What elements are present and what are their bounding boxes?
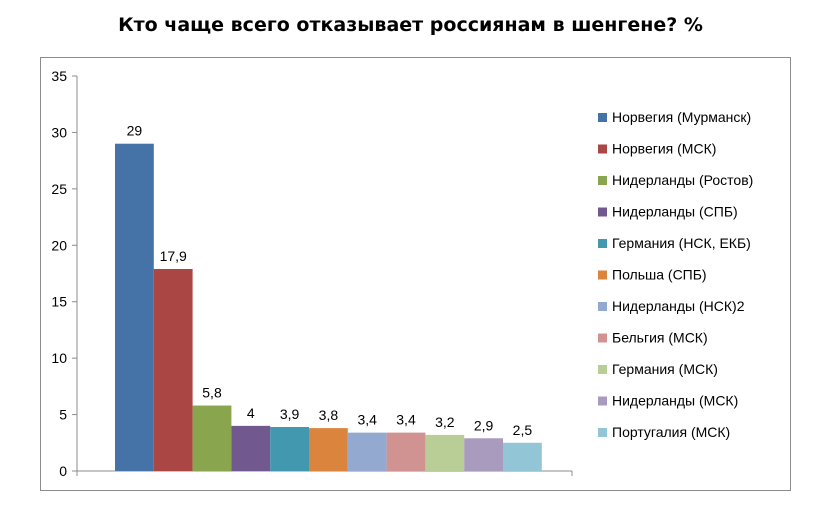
legend-entry: Германия (НСК, ЕКБ) [612,235,751,251]
chart-title: Кто чаще всего отказывает россиянам в ше… [118,14,703,36]
legend-swatch [598,396,607,406]
legend-entry: Германия (МСК) [612,361,718,377]
bar [503,442,542,471]
data-label: 17,9 [160,248,187,264]
legend-entry: Нидерланды (НСК)2 [612,298,745,314]
data-label: 5,8 [202,385,222,401]
y-tick-label: 5 [59,407,67,423]
chart-frame [40,57,791,491]
data-label: 2,9 [474,417,494,433]
legend-entry: Норвегия (Мурманск) [612,109,751,125]
bar [386,432,426,471]
y-tick-label: 30 [51,124,67,140]
y-tick-label: 25 [51,181,67,197]
data-label: 2,5 [513,422,533,438]
bar [115,143,154,471]
bar [347,432,387,471]
legend-swatch [598,270,607,280]
y-tick-label: 20 [51,237,67,253]
legend-swatch [598,176,607,185]
legend-entry: Португалия (МСК) [612,424,730,440]
legend-swatch [598,207,607,217]
legend-entry: Нидерланды (СПБ) [612,204,738,220]
bar [464,438,503,471]
y-tick-label: 15 [51,294,67,310]
legend-entry: Нидерланды (МСК) [612,393,738,409]
legend-entry: Польша (СПБ) [612,267,707,283]
y-tick-label: 0 [59,463,67,479]
bar [270,426,309,471]
data-label: 3,8 [319,407,339,423]
legend-entry: Норвегия (МСК) [612,141,716,157]
data-label: 29 [127,123,143,139]
bar [309,428,348,471]
legend-swatch [598,333,607,343]
legend-swatch [598,428,607,437]
data-label: 3,4 [396,412,416,428]
legend-swatch [598,144,607,154]
bar [231,425,271,471]
data-label: 3,2 [435,414,455,430]
data-label: 3,4 [357,412,377,428]
data-label: 3,9 [280,406,300,422]
legend-swatch [598,365,607,374]
legend-swatch [598,113,607,122]
y-tick-label: 10 [51,350,67,366]
legend-swatch [598,302,607,311]
legend-entry: Нидерланды (Ростов) [612,172,753,188]
legend: Норвегия (Мурманск) Норвегия (МСК) Нидерла… [598,109,753,440]
legend-swatch [598,239,607,248]
legend-entry: Бельгия (МСК) [612,330,708,346]
data-label: 4 [247,405,255,421]
bar [425,434,465,471]
y-tick-label: 35 [51,68,67,84]
bars: 29 17,9 5,8 4 3,9 3,8 3,4 3,4 3,2 2,9 2,5 [115,123,542,471]
bar [192,405,232,471]
bar [153,268,193,471]
